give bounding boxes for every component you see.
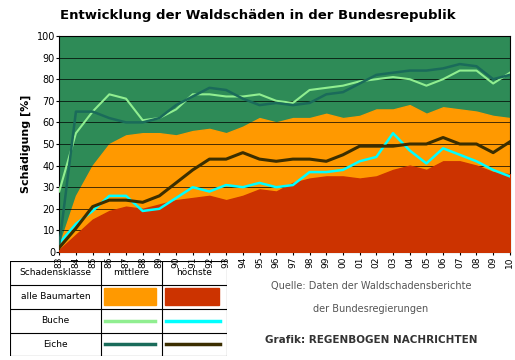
- Text: der Bundesregierungen: der Bundesregierungen: [313, 304, 428, 314]
- Y-axis label: Schädigung [%]: Schädigung [%]: [21, 95, 31, 193]
- Text: Schadensklasse: Schadensklasse: [20, 269, 92, 278]
- Text: Grafik: REGENBOGEN NACHRICHTEN: Grafik: REGENBOGEN NACHRICHTEN: [265, 335, 477, 345]
- Text: Buche: Buche: [42, 316, 70, 325]
- Text: mittlere: mittlere: [113, 269, 149, 278]
- Text: Eiche: Eiche: [43, 340, 68, 349]
- Text: Entwicklung der Waldschäden in der Bundesrepublik: Entwicklung der Waldschäden in der Bunde…: [60, 9, 455, 22]
- Text: höchste: höchste: [176, 269, 212, 278]
- Text: Quelle: Daten der Waldschadensberichte: Quelle: Daten der Waldschadensberichte: [270, 281, 471, 291]
- Bar: [165, 288, 219, 305]
- Text: alle Baumarten: alle Baumarten: [21, 292, 91, 301]
- Bar: [105, 288, 157, 305]
